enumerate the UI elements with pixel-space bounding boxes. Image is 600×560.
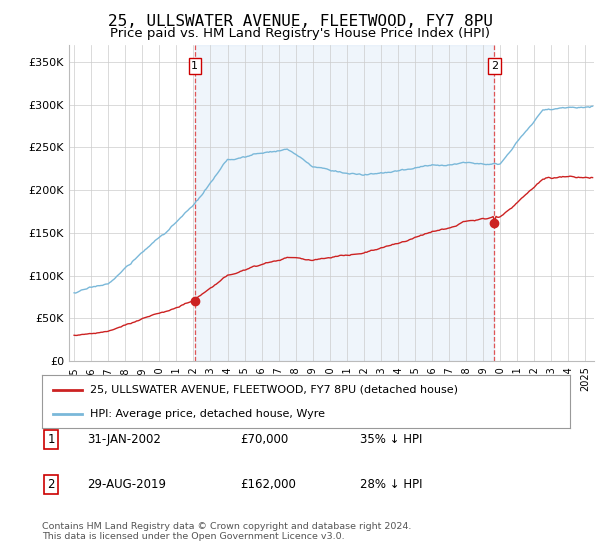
Text: 2: 2: [47, 478, 55, 491]
Text: Price paid vs. HM Land Registry's House Price Index (HPI): Price paid vs. HM Land Registry's House …: [110, 27, 490, 40]
Text: 2: 2: [491, 61, 498, 71]
Text: HPI: Average price, detached house, Wyre: HPI: Average price, detached house, Wyre: [89, 409, 325, 419]
Text: 35% ↓ HPI: 35% ↓ HPI: [360, 433, 422, 446]
Text: 31-JAN-2002: 31-JAN-2002: [87, 433, 161, 446]
Text: 25, ULLSWATER AVENUE, FLEETWOOD, FY7 8PU (detached house): 25, ULLSWATER AVENUE, FLEETWOOD, FY7 8PU…: [89, 385, 458, 395]
Text: 1: 1: [47, 433, 55, 446]
Text: 25, ULLSWATER AVENUE, FLEETWOOD, FY7 8PU: 25, ULLSWATER AVENUE, FLEETWOOD, FY7 8PU: [107, 14, 493, 29]
Text: 29-AUG-2019: 29-AUG-2019: [87, 478, 166, 491]
Text: £162,000: £162,000: [240, 478, 296, 491]
Text: £70,000: £70,000: [240, 433, 288, 446]
Text: 1: 1: [191, 61, 198, 71]
Text: Contains HM Land Registry data © Crown copyright and database right 2024.
This d: Contains HM Land Registry data © Crown c…: [42, 522, 412, 542]
Text: 28% ↓ HPI: 28% ↓ HPI: [360, 478, 422, 491]
Bar: [195, 45, 494, 361]
